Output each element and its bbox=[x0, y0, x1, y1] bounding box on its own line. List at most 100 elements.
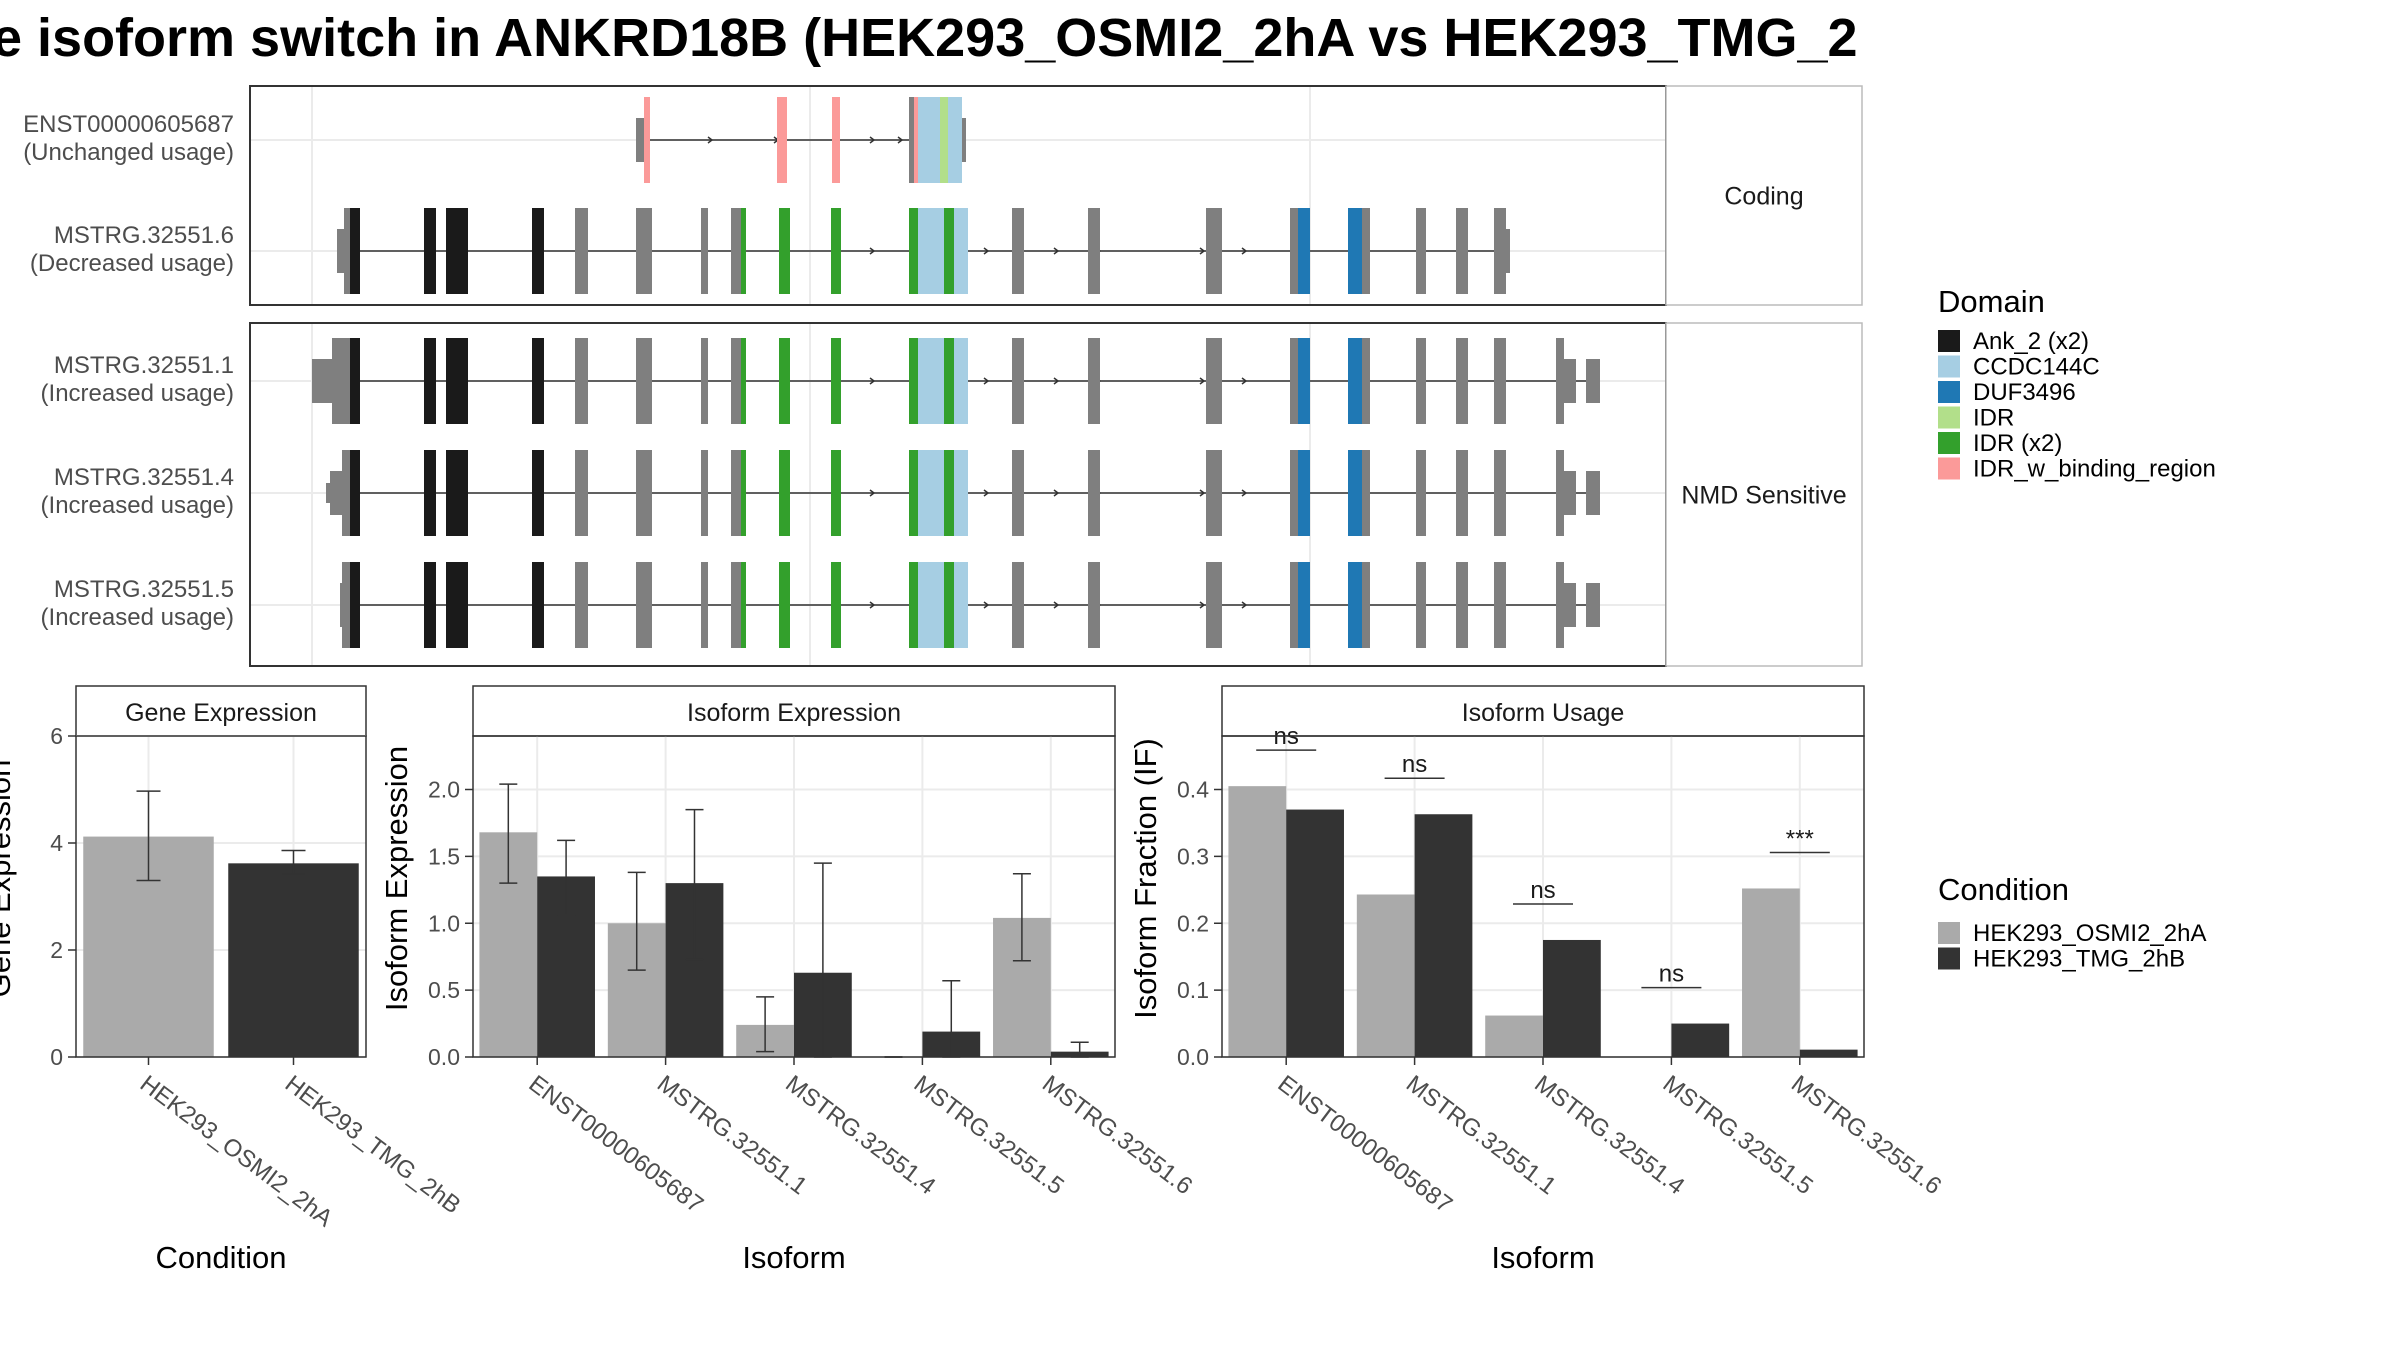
bar bbox=[1485, 1015, 1543, 1057]
exon-block bbox=[456, 562, 468, 648]
exon-block bbox=[1362, 338, 1370, 424]
exon-block bbox=[1456, 562, 1468, 648]
significance-label: ns bbox=[1530, 877, 1555, 904]
structure-facet-label: NMD Sensitive bbox=[1681, 482, 1846, 510]
strand-arrow bbox=[983, 489, 990, 497]
strand-arrow bbox=[869, 489, 876, 497]
exon-block bbox=[350, 338, 360, 424]
bar bbox=[1799, 1049, 1858, 1057]
exon-block bbox=[1290, 562, 1298, 648]
condition-legend-key bbox=[1938, 947, 1960, 970]
exon-block bbox=[312, 359, 332, 403]
exon-block bbox=[1506, 229, 1510, 273]
domain-legend-key bbox=[1938, 432, 1960, 454]
y-tick-label: 0.0 bbox=[1177, 1044, 1209, 1070]
strand-arrow bbox=[869, 377, 876, 385]
exon-block bbox=[1088, 338, 1100, 424]
exon-block bbox=[918, 450, 944, 536]
y-tick-label: 0.1 bbox=[1177, 977, 1209, 1003]
y-tick-label: 1.0 bbox=[428, 910, 460, 936]
exon-block bbox=[532, 562, 544, 648]
structure-facet-strip bbox=[1665, 322, 1863, 667]
exon-block bbox=[1586, 359, 1600, 403]
condition-legend-title: Condition bbox=[1938, 872, 2069, 907]
bar bbox=[1356, 894, 1415, 1057]
exon-block bbox=[962, 118, 966, 162]
bar bbox=[1543, 939, 1601, 1057]
strand-arrow bbox=[983, 601, 990, 609]
exon-block bbox=[701, 562, 708, 648]
track-label-name: MSTRG.32551.1 bbox=[54, 352, 234, 379]
exon-block bbox=[909, 97, 914, 183]
exon-block bbox=[909, 338, 918, 424]
exon-block bbox=[1012, 338, 1024, 424]
exon-block bbox=[944, 562, 954, 648]
exon-block bbox=[1206, 208, 1222, 294]
exon-block bbox=[918, 338, 944, 424]
structure-facet-label: Coding bbox=[1724, 183, 1803, 211]
exon-block bbox=[456, 450, 468, 536]
track-label-usage: (Unchanged usage) bbox=[23, 139, 234, 166]
strand-arrow bbox=[1053, 601, 1060, 609]
y-tick-label: 2 bbox=[50, 937, 63, 963]
exon-block bbox=[731, 208, 741, 294]
exon-block bbox=[948, 97, 962, 183]
domain-legend-label: IDR_w_binding_region bbox=[1973, 456, 2216, 483]
chart-panel-border bbox=[75, 735, 367, 1058]
chart-strip bbox=[1221, 685, 1865, 737]
chart-title: Isoform Usage bbox=[1462, 699, 1625, 727]
y-tick-label: 0 bbox=[50, 1044, 63, 1070]
domain-legend-label: IDR bbox=[1973, 405, 2014, 432]
exon-block bbox=[1586, 471, 1600, 515]
track-label-name: MSTRG.32551.6 bbox=[54, 222, 234, 249]
track-label-usage: (Decreased usage) bbox=[30, 250, 234, 277]
chart-strip bbox=[75, 685, 367, 737]
exon-block bbox=[1494, 450, 1506, 536]
exon-block bbox=[636, 562, 652, 648]
exon-block bbox=[456, 338, 468, 424]
exon-block bbox=[731, 338, 741, 424]
strand-arrow bbox=[1241, 247, 1248, 255]
exon-block bbox=[1416, 450, 1426, 536]
bar bbox=[228, 863, 359, 1057]
exon-block bbox=[1348, 450, 1362, 536]
strand-arrow bbox=[1241, 601, 1248, 609]
condition-legend-key bbox=[1938, 922, 1960, 944]
x-axis-title: Isoform bbox=[1491, 1240, 1594, 1275]
exon-block bbox=[779, 562, 790, 648]
strand-arrow bbox=[1053, 247, 1060, 255]
exon-block bbox=[1206, 338, 1222, 424]
exon-block bbox=[575, 450, 588, 536]
exon-block bbox=[1298, 450, 1310, 536]
strand-arrow bbox=[1199, 601, 1206, 609]
y-tick-label: 6 bbox=[50, 723, 63, 749]
domain-legend-label: CCDC144C bbox=[1973, 354, 2100, 381]
strand-arrow bbox=[869, 601, 876, 609]
exon-block bbox=[944, 338, 954, 424]
chart-title: Gene Expression bbox=[125, 699, 317, 727]
track-label-usage: (Increased usage) bbox=[41, 604, 234, 631]
exon-block bbox=[1456, 450, 1468, 536]
exon-block bbox=[914, 97, 918, 183]
significance-label: ns bbox=[1402, 751, 1427, 778]
exon-block bbox=[446, 338, 456, 424]
y-tick-label: 0.0 bbox=[428, 1044, 460, 1070]
exon-block bbox=[636, 338, 652, 424]
condition-legend-label: HEK293_OSMI2_2hA bbox=[1973, 920, 2206, 947]
y-tick-label: 1.5 bbox=[428, 843, 460, 869]
exon-block bbox=[1012, 208, 1024, 294]
exon-block bbox=[1494, 562, 1506, 648]
exon-block bbox=[350, 450, 360, 536]
exon-block bbox=[1290, 208, 1298, 294]
exon-block bbox=[1416, 208, 1426, 294]
exon-block bbox=[575, 338, 588, 424]
y-tick-label: 0.2 bbox=[1177, 910, 1209, 936]
exon-block bbox=[954, 562, 968, 648]
exon-block bbox=[575, 562, 588, 648]
exon-block bbox=[350, 208, 360, 294]
exon-block bbox=[1298, 338, 1310, 424]
exon-block bbox=[940, 97, 948, 183]
exon-block bbox=[944, 208, 954, 294]
exon-block bbox=[1088, 562, 1100, 648]
